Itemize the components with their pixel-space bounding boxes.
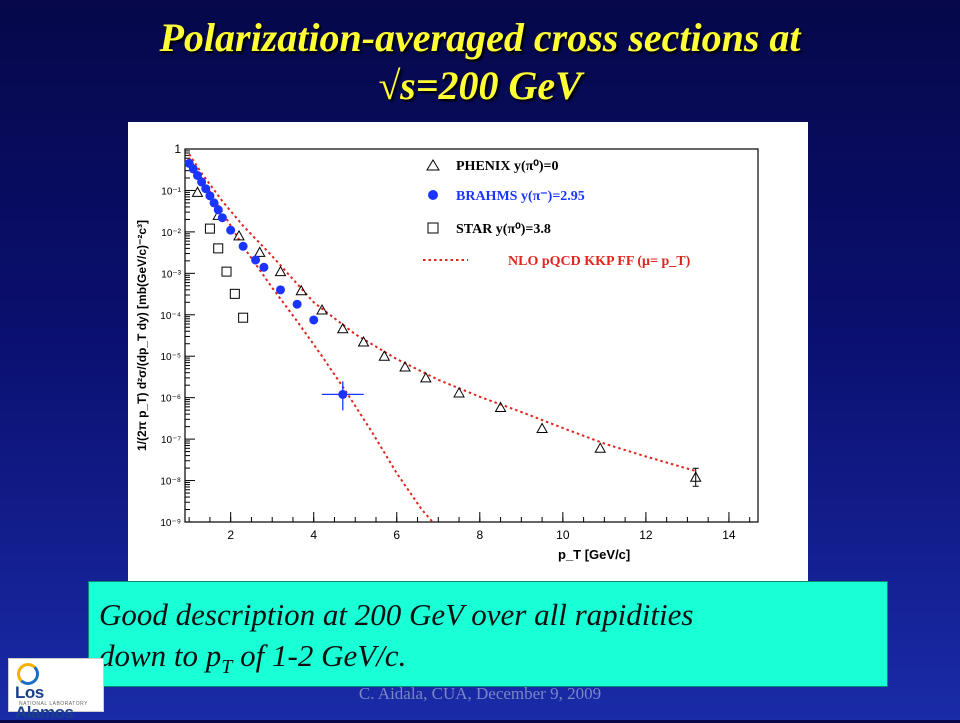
logo-subtext: NATIONAL LABORATORY bbox=[19, 701, 88, 707]
phenix-point bbox=[378, 350, 391, 361]
title-line-1: Polarization-averaged cross sections at bbox=[159, 15, 801, 60]
brahms-point bbox=[259, 262, 269, 272]
phenix-point bbox=[191, 186, 204, 197]
star-point bbox=[204, 223, 215, 234]
brahms-point bbox=[205, 191, 215, 201]
x-tick-label: 10 bbox=[556, 528, 570, 542]
plot-frame: 2 4 6 8 10 12 14 1 10⁻¹ 10⁻² 10⁻³ 10⁻⁴ 10⁻⁵ 10⁻⁶ 10⁻⁷ 1… bbox=[128, 122, 808, 585]
y-tick-label: 10⁻² bbox=[161, 228, 181, 239]
brahms-point bbox=[192, 170, 202, 180]
star-point bbox=[238, 312, 249, 323]
phenix-point bbox=[316, 304, 328, 315]
phenix-point bbox=[253, 246, 266, 257]
legend-phenix-marker bbox=[426, 159, 440, 171]
legend-brahms-label: BRAHMS y(π⁻)=2.95 bbox=[456, 189, 585, 204]
legend-phenix-label: PHENIX y(π⁰)=0 bbox=[456, 159, 559, 174]
legend-nlo-label: NLO pQCD KKP FF (μ= p_T) bbox=[508, 254, 691, 269]
phenix-point bbox=[274, 265, 287, 277]
phenix-point bbox=[233, 229, 245, 241]
nlo-curve-1 bbox=[188, 153, 696, 472]
legend-star-label: STAR y(π⁰)=3.8 bbox=[456, 222, 551, 237]
callout-subscript: T bbox=[221, 656, 233, 679]
x-axis-title: p_T [GeV/c] bbox=[558, 547, 630, 562]
brahms-point bbox=[188, 164, 198, 174]
x-tick-label: 2 bbox=[227, 528, 234, 542]
x-tick-label: 12 bbox=[639, 528, 653, 542]
brahms-point bbox=[226, 225, 236, 235]
title-line-2: √s=200 GeV bbox=[378, 63, 582, 108]
phenix-point bbox=[536, 422, 548, 434]
callout-line-1: Good description at 200 GeV over all rap… bbox=[99, 597, 694, 632]
star-point bbox=[221, 266, 232, 277]
brahms-point bbox=[213, 205, 223, 215]
brahms-point bbox=[309, 315, 319, 325]
phenix-point bbox=[453, 386, 465, 398]
phenix-point bbox=[594, 442, 607, 453]
lanl-logo: Los Alamos NATIONAL LABORATORY bbox=[8, 658, 104, 722]
phenix-point bbox=[419, 371, 432, 383]
y-tick-label: 10⁻¹ bbox=[161, 186, 181, 197]
phenix-point bbox=[336, 322, 349, 334]
phenix-point bbox=[399, 360, 411, 372]
plot-area-frame bbox=[184, 148, 759, 523]
y-tick-label: 10⁻⁵ bbox=[160, 352, 181, 363]
brahms-point bbox=[201, 184, 211, 194]
star-point bbox=[229, 288, 240, 299]
conclusion-callout: Good description at 200 GeV over all rap… bbox=[88, 581, 888, 687]
phenix-point bbox=[357, 336, 370, 347]
logo-mark-icon bbox=[17, 663, 39, 685]
x-tick-label: 4 bbox=[310, 528, 317, 542]
brahms-point bbox=[209, 198, 219, 208]
logo-wordmark: Los Alamos bbox=[15, 683, 74, 722]
brahms-point bbox=[276, 285, 285, 295]
brahms-point bbox=[197, 177, 207, 187]
slide-title: Polarization-averaged cross sections at … bbox=[0, 14, 960, 110]
x-tick-label: 6 bbox=[393, 528, 400, 542]
y-axis-title: 1/(2π p_T) d²σ/(dp_T dy) [mb(GeV/c)⁻²c³] bbox=[135, 220, 149, 451]
cross-section-chart: 2 4 6 8 10 12 14 1 10⁻¹ 10⁻² 10⁻³ 10⁻⁴ 10⁻⁵ 10⁻⁶ 10⁻⁷ 1… bbox=[135, 142, 759, 562]
callout-line-2b: of 1-2 GeV/c. bbox=[232, 638, 407, 673]
brahms-point bbox=[251, 255, 261, 265]
y-tick-label: 10⁻⁹ bbox=[160, 518, 181, 529]
x-tick-label: 14 bbox=[722, 528, 736, 542]
y-tick-label: 10⁻⁶ bbox=[160, 394, 181, 405]
brahms-point bbox=[238, 241, 248, 251]
phenix-point bbox=[295, 284, 308, 296]
y-tick-label: 10⁻⁸ bbox=[160, 477, 181, 488]
brahms-point bbox=[292, 299, 302, 309]
star-point bbox=[213, 243, 224, 254]
legend-brahms-marker bbox=[428, 190, 438, 200]
y-tick-label: 10⁻⁴ bbox=[160, 311, 181, 322]
x-tick-label: 8 bbox=[476, 528, 483, 542]
footer-text: C. Aidala, CUA, December 9, 2009 bbox=[358, 684, 602, 703]
legend-star-marker bbox=[427, 222, 439, 234]
y-tick-label: 1 bbox=[174, 142, 181, 156]
phenix-point bbox=[494, 401, 507, 412]
brahms-point bbox=[217, 213, 227, 223]
y-tick-label: 10⁻³ bbox=[161, 269, 181, 280]
callout-line-2a: down to p bbox=[99, 638, 222, 673]
y-tick-label: 10⁻⁷ bbox=[161, 435, 181, 446]
nlo-curve-2 bbox=[188, 157, 435, 522]
